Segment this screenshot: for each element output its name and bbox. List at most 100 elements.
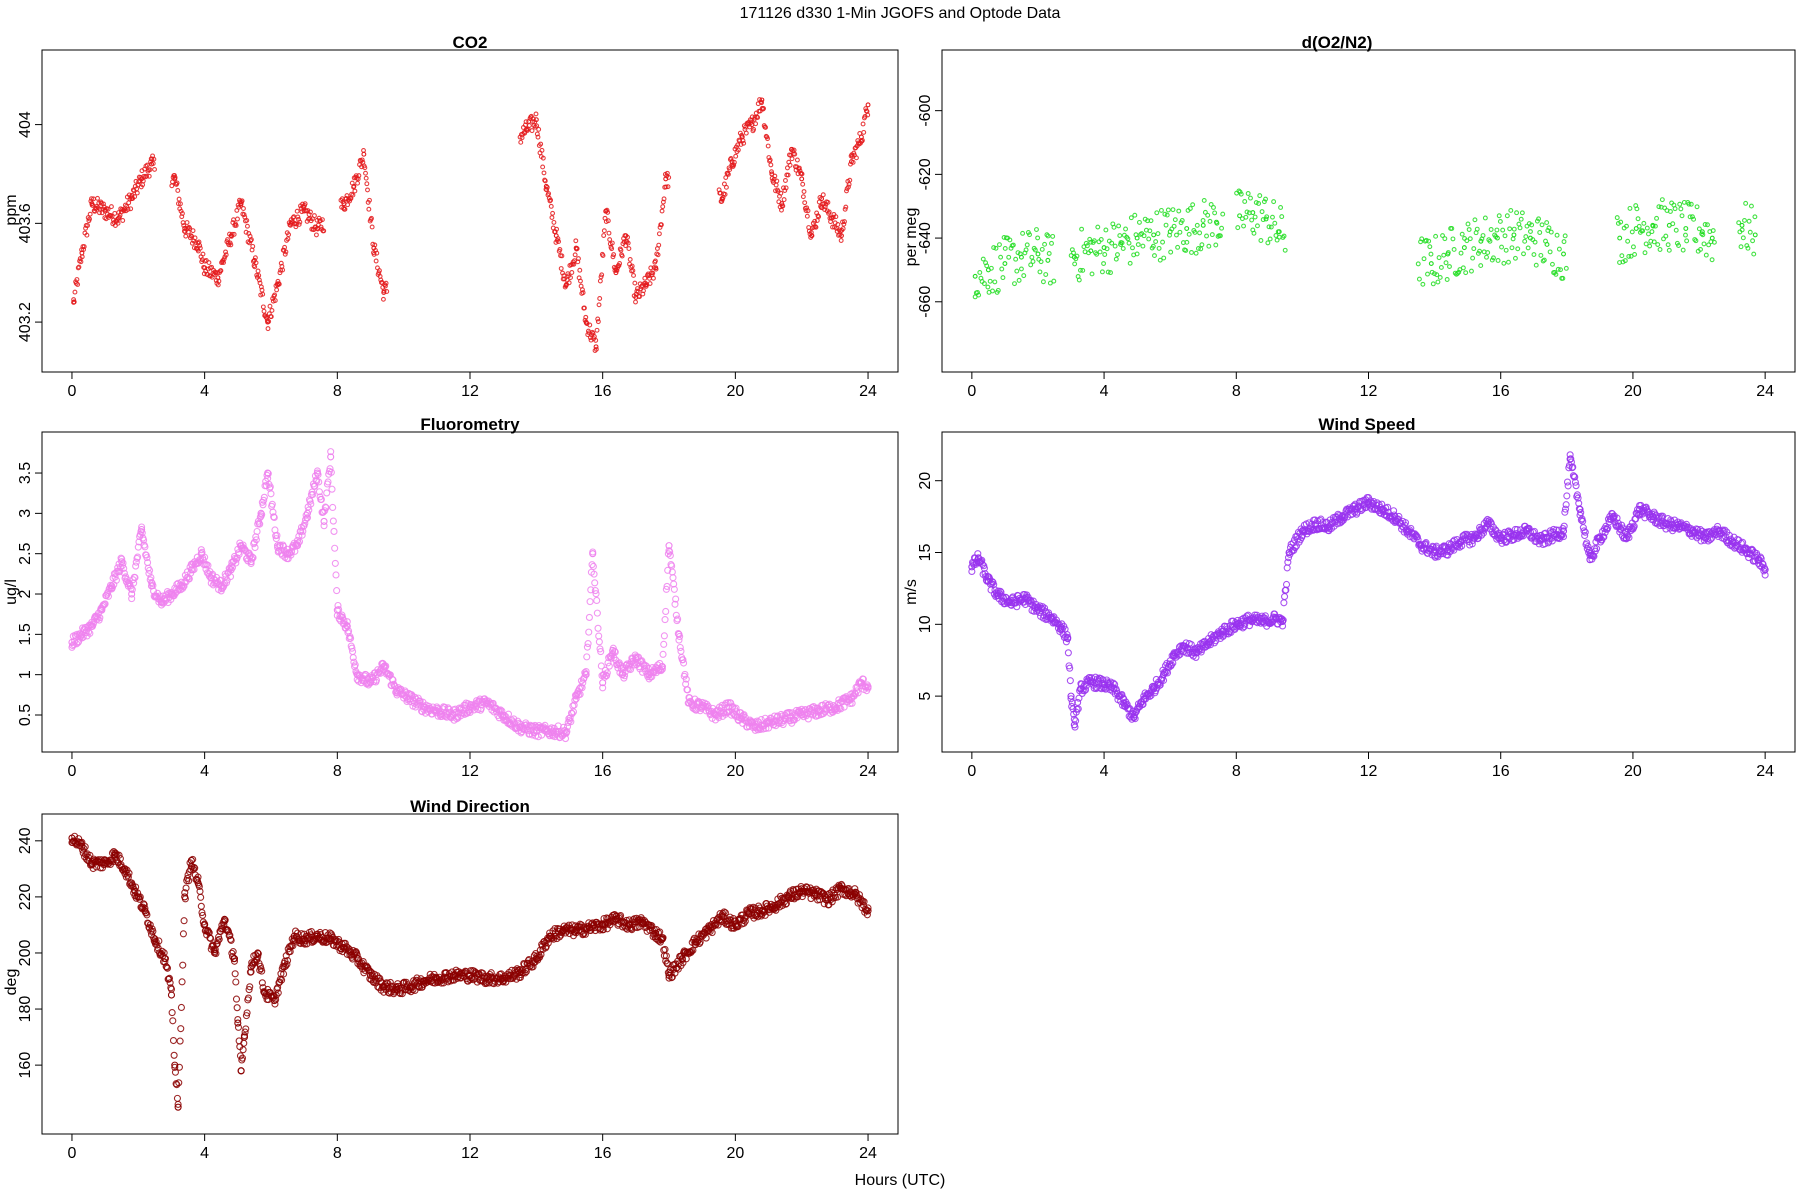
data-point-dense [998, 254, 1004, 260]
data-point-dense [582, 667, 590, 676]
x-tick-label: 4 [1100, 763, 1109, 780]
data-point-dense [648, 673, 656, 681]
data-point-dense [504, 710, 513, 718]
data-point-dense [1510, 236, 1516, 242]
data-point-dense [1063, 630, 1071, 639]
data-point-dense [224, 568, 233, 576]
data-point-dense [1459, 231, 1465, 237]
data-point-dense [1007, 237, 1013, 243]
data-point-dense [365, 187, 370, 193]
data-point-dense [1248, 195, 1253, 201]
data-point-dense [1710, 228, 1716, 234]
data-point-dense [589, 562, 597, 571]
data-point-dense [213, 278, 219, 283]
data-point-dense [1490, 255, 1496, 261]
data-point-dense [1079, 226, 1085, 232]
data-point-dense [1553, 271, 1559, 277]
data-point-dense [1158, 207, 1164, 213]
data-point-dense [252, 536, 260, 544]
figure-title: 171126 d330 1-Min JGOFS and Optode Data [740, 5, 1061, 22]
data-point-dense [999, 266, 1005, 272]
data-point-dense [125, 869, 133, 877]
data-point-dense [84, 628, 93, 636]
panel-title: Wind Direction [410, 797, 530, 816]
y-axis-label: per meg [903, 208, 920, 267]
data-point-dense [1008, 245, 1014, 251]
data-point-dense [1435, 279, 1441, 285]
data-point-dense [1284, 554, 1293, 562]
data-point-dense [569, 270, 575, 275]
data-point-dense [751, 126, 757, 132]
data-point-dense [112, 210, 118, 216]
data-point-dense [812, 218, 818, 224]
data-point-dense [987, 278, 993, 284]
data-point-dense [1655, 242, 1661, 248]
y-tick-label: 3 [17, 509, 34, 518]
data-point-dense [276, 281, 282, 287]
data-point-dense [559, 253, 565, 259]
data-point-dense [593, 609, 601, 617]
y-tick-label: 200 [17, 940, 34, 967]
data-point-dense [212, 950, 220, 958]
data-point-dense [990, 288, 995, 294]
data-point-dense [220, 921, 228, 929]
data-point-dense [1467, 236, 1473, 242]
data-point-dense [1529, 222, 1535, 228]
data-point-dense [373, 258, 379, 264]
data-point-dense [184, 220, 190, 225]
data-point-dense [71, 299, 77, 305]
x-tick-label: 16 [1492, 763, 1510, 780]
data-point-dense [1625, 238, 1631, 244]
data-point-dense [197, 243, 203, 248]
data-point-dense [1133, 232, 1139, 238]
data-point-dense [663, 582, 671, 590]
data-point-dense [1666, 247, 1672, 253]
data-point-dense [988, 265, 994, 271]
data-point-dense [1494, 227, 1500, 233]
data-point-dense [254, 272, 260, 278]
data-point-dense [180, 917, 188, 925]
data-point-dense [234, 1016, 242, 1024]
data-point-dense [1427, 244, 1433, 250]
data-point-dense [729, 702, 737, 711]
data-point-dense [198, 909, 206, 917]
data-point-dense [333, 587, 341, 595]
data-point-dense [143, 554, 151, 562]
data-point-dense [765, 136, 770, 142]
data-point-dense [1657, 247, 1663, 252]
data-point-dense [235, 216, 240, 222]
data-point-dense [233, 223, 239, 228]
y-axis-label: ppm [3, 194, 20, 225]
data-point-dense [1580, 527, 1588, 535]
data-point-dense [1680, 247, 1686, 253]
data-point-dense [1119, 240, 1125, 246]
data-point-dense [682, 675, 690, 683]
data-point-dense [297, 219, 303, 225]
data-point-dense [1160, 676, 1168, 684]
data-point-dense [1538, 252, 1544, 258]
y-tick-label: 5 [917, 692, 934, 701]
data-point-dense [532, 119, 538, 125]
data-point-dense [345, 202, 351, 208]
data-point-dense [1002, 245, 1008, 251]
data-point-dense [1132, 212, 1138, 218]
data-point-dense [1192, 653, 1200, 661]
data-point-dense [1469, 268, 1474, 274]
data-point-dense [1560, 275, 1566, 281]
data-point-dense [235, 550, 243, 558]
data-point-dense [282, 251, 288, 257]
data-point [1045, 257, 1051, 263]
data-point-dense [1038, 259, 1044, 265]
data-point-dense [1252, 214, 1258, 220]
data-point-dense [611, 648, 619, 656]
data-point-dense [1167, 232, 1172, 238]
data-point-dense [613, 661, 621, 669]
data-point-dense [565, 716, 574, 725]
data-point-dense [231, 231, 237, 237]
data-point-dense [1265, 240, 1271, 246]
data-point-dense [580, 674, 588, 682]
data-point-dense [659, 650, 667, 658]
data-point-dense [727, 699, 735, 707]
data-point-dense [865, 112, 871, 118]
